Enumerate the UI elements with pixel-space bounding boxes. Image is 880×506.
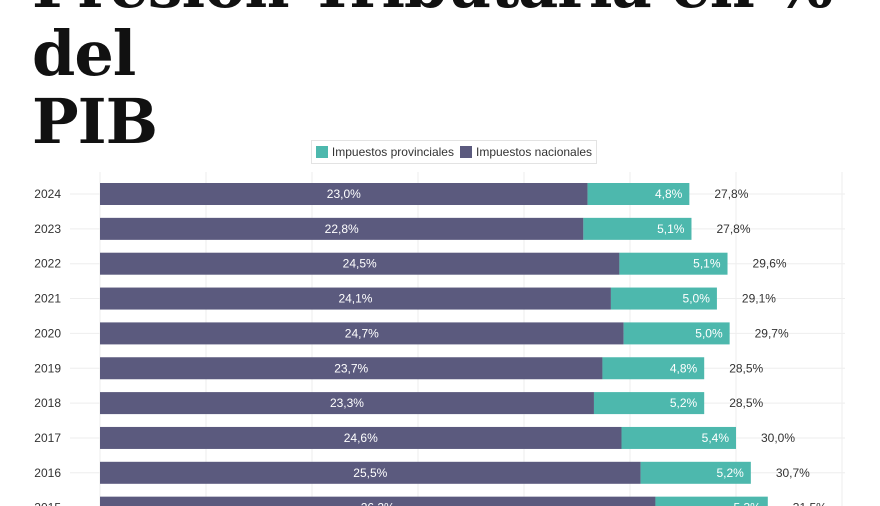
- bar-segment-nacionales[interactable]: [100, 322, 624, 345]
- data-label-provinciales: 5,0%: [695, 326, 723, 340]
- data-label-nacionales: 24,6%: [344, 431, 378, 445]
- legend-item-provinciales[interactable]: Impuestos provinciales: [315, 145, 454, 159]
- data-label-total: 30,7%: [776, 466, 810, 480]
- bar-segment-nacionales[interactable]: [100, 426, 622, 449]
- y-tick-label: 2015: [34, 501, 61, 506]
- bar-segment-nacionales[interactable]: [100, 217, 584, 240]
- title-line-1: Presión Tributaria en % del: [32, 0, 833, 90]
- y-tick-label: 2016: [34, 466, 61, 480]
- data-label-total: 30,0%: [761, 431, 795, 445]
- data-label-provinciales: 5,3%: [733, 501, 761, 506]
- bar-segment-nacionales[interactable]: [100, 183, 588, 205]
- data-label-nacionales: 25,5%: [353, 466, 387, 480]
- data-label-nacionales: 24,1%: [338, 292, 372, 306]
- data-label-provinciales: 5,0%: [683, 292, 711, 306]
- data-label-provinciales: 5,1%: [693, 257, 721, 271]
- data-label-total: 29,6%: [753, 257, 787, 271]
- data-label-total: 27,8%: [716, 222, 750, 236]
- title-line-2: PIB: [32, 85, 158, 158]
- page-title: Presión Tributaria en % del PIB: [32, 0, 872, 156]
- y-tick-label: 2019: [34, 361, 61, 375]
- data-label-provinciales: 5,2%: [670, 396, 698, 410]
- data-label-provinciales: 5,1%: [657, 222, 685, 236]
- data-label-provinciales: 5,2%: [716, 466, 744, 480]
- data-label-nacionales: 23,7%: [334, 361, 368, 375]
- data-label-provinciales: 4,8%: [655, 187, 683, 201]
- legend-swatch-provinciales: [315, 146, 328, 158]
- y-tick-label: 2018: [34, 396, 61, 410]
- data-label-nacionales: 26,2%: [361, 501, 395, 506]
- legend-swatch-nacionales: [459, 146, 472, 158]
- bar-segment-provinciales[interactable]: [593, 392, 705, 415]
- bar-segment-provinciales[interactable]: [610, 287, 717, 310]
- bar-segment-provinciales[interactable]: [621, 426, 736, 449]
- data-label-nacionales: 22,8%: [325, 222, 359, 236]
- data-label-total: 27,8%: [714, 187, 748, 201]
- bar-segment-provinciales[interactable]: [583, 217, 692, 240]
- data-label-total: 29,7%: [755, 326, 789, 340]
- bar-segment-nacionales[interactable]: [100, 496, 656, 506]
- legend-label-nacionales: Impuestos nacionales: [475, 145, 593, 159]
- bar-segment-nacionales[interactable]: [100, 461, 641, 484]
- legend-label-provinciales: Impuestos provinciales: [331, 145, 454, 159]
- data-label-nacionales: 23,0%: [327, 187, 361, 201]
- data-label-total: 31,5%: [793, 501, 827, 506]
- bar-segment-nacionales[interactable]: [100, 392, 594, 415]
- y-tick-label: 2024: [34, 187, 61, 201]
- bar-segment-nacionales[interactable]: [100, 252, 620, 275]
- bar-segment-nacionales[interactable]: [100, 357, 603, 380]
- data-label-nacionales: 24,5%: [343, 257, 377, 271]
- bar-segment-provinciales[interactable]: [619, 252, 728, 275]
- bar-segment-nacionales[interactable]: [100, 287, 611, 310]
- data-label-total: 29,1%: [742, 292, 776, 306]
- data-label-total: 28,5%: [729, 396, 763, 410]
- bar-segment-provinciales[interactable]: [655, 496, 768, 506]
- bar-segment-provinciales[interactable]: [587, 183, 690, 205]
- y-tick-label: 2023: [34, 222, 61, 236]
- chart-legend: Impuestos provinciales Impuestos naciona…: [311, 140, 597, 164]
- legend-item-nacionales[interactable]: Impuestos nacionales: [459, 145, 593, 159]
- y-tick-label: 2022: [34, 257, 61, 271]
- y-tick-label: 2020: [34, 326, 61, 340]
- bar-segment-provinciales[interactable]: [623, 322, 730, 345]
- data-label-provinciales: 4,8%: [670, 361, 698, 375]
- data-label-provinciales: 5,4%: [702, 431, 730, 445]
- y-tick-label: 2021: [34, 292, 61, 306]
- data-label-nacionales: 24,7%: [345, 326, 379, 340]
- bar-segment-provinciales[interactable]: [602, 357, 705, 380]
- bar-segment-provinciales[interactable]: [640, 461, 751, 484]
- y-tick-label: 2017: [34, 431, 61, 445]
- data-label-nacionales: 23,3%: [330, 396, 364, 410]
- data-label-total: 28,5%: [729, 361, 763, 375]
